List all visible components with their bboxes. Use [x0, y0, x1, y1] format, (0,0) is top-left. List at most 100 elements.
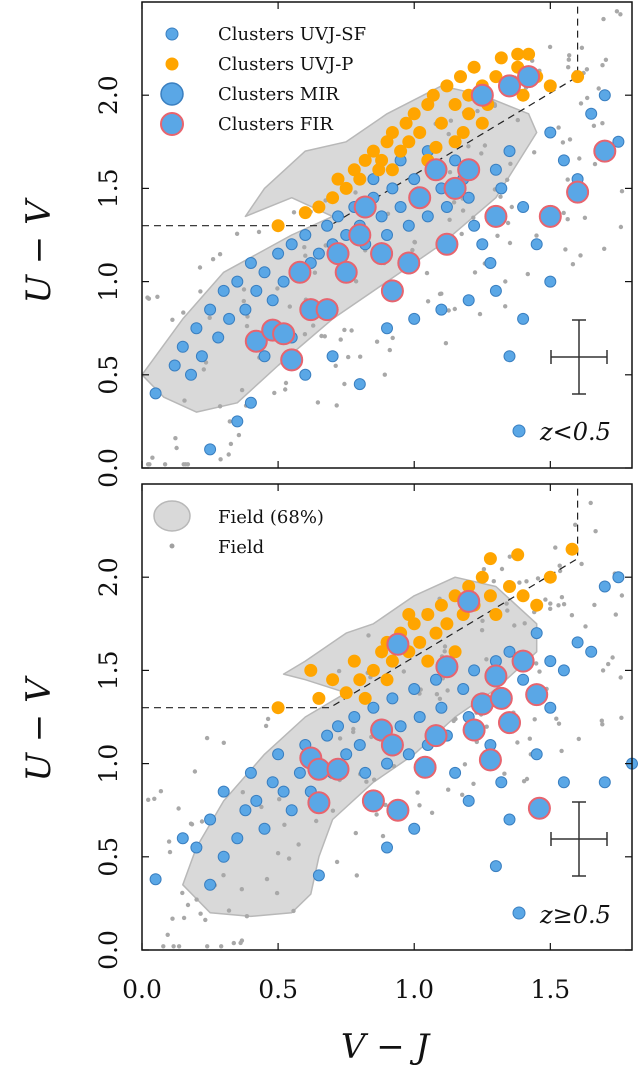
field-point: [382, 372, 387, 377]
field-point: [565, 217, 570, 222]
field-point: [366, 633, 371, 638]
field-point: [471, 781, 476, 786]
point-fir: [527, 796, 551, 820]
point-uvj-p: [339, 686, 353, 700]
field-point: [495, 233, 500, 238]
field-point: [480, 618, 485, 623]
field-point: [582, 215, 588, 220]
point-uvj-sf: [462, 794, 475, 807]
y-tick-label: 0.0: [94, 930, 123, 970]
field-point: [162, 462, 168, 467]
field-point: [231, 940, 236, 946]
point-fir: [498, 711, 521, 735]
field-point: [448, 118, 454, 123]
point-uvj-sf: [258, 350, 271, 363]
point-fir: [307, 791, 331, 815]
point-uvj-sf: [185, 368, 197, 381]
point-uvj-p: [271, 219, 285, 233]
field-point: [283, 380, 289, 386]
field-point: [439, 291, 444, 296]
field-point: [618, 675, 623, 680]
field-point: [561, 602, 567, 607]
point-fir: [511, 649, 535, 673]
point-fir: [484, 204, 508, 228]
field-point: [460, 792, 465, 797]
field-point: [600, 121, 605, 126]
point-fir: [443, 176, 467, 200]
field-point: [174, 445, 179, 451]
point-uvj-sf: [394, 720, 407, 733]
field-point: [210, 257, 216, 262]
field-point: [556, 721, 562, 726]
point-uvj-p: [366, 144, 380, 158]
point-fir: [280, 348, 304, 372]
point-uvj-sf: [299, 368, 312, 381]
field-point: [391, 764, 397, 769]
y-axis-title-top: U − V: [19, 197, 59, 304]
legend-label-uvj-sf: Clusters UVJ-SF: [218, 24, 366, 45]
field-point: [170, 916, 175, 921]
field-point: [559, 595, 565, 600]
field-point: [610, 655, 615, 660]
field-point: [228, 441, 234, 447]
field-point: [219, 944, 224, 949]
field-point: [415, 790, 420, 795]
point-uvj-sf: [326, 350, 339, 363]
point-uvj-p: [522, 47, 536, 61]
point-uvj-sf: [293, 766, 306, 779]
field-point: [198, 911, 203, 916]
redshift-annotation-top: z<0.5: [512, 418, 611, 446]
point-uvj-sf: [239, 303, 252, 316]
field-point: [569, 613, 575, 618]
field-point: [374, 812, 379, 817]
point-uvj-sf: [476, 238, 489, 251]
field-point: [559, 748, 564, 754]
point-uvj-p: [331, 172, 345, 186]
plot-frame: [141, 483, 633, 951]
point-uvj-sf: [231, 275, 244, 288]
point-uvj-sf: [176, 832, 189, 845]
annotation-marker-bottom: [512, 906, 526, 920]
point-uvj-p: [385, 126, 399, 139]
field-point: [554, 716, 559, 721]
field-point: [578, 101, 584, 106]
field-point: [498, 194, 503, 199]
point-uvj-sf: [272, 247, 285, 260]
field-point: [259, 804, 264, 810]
field-point: [226, 452, 231, 457]
point-uvj-sf: [430, 673, 442, 686]
field-point: [263, 723, 269, 729]
legend-top: Clusters UVJ-SF Clusters UVJ-P Clusters …: [160, 24, 366, 136]
field-point: [410, 247, 415, 253]
point-fir: [413, 755, 437, 779]
point-uvj-p: [312, 200, 326, 214]
point-fir: [272, 322, 296, 346]
field-point: [353, 279, 359, 284]
point-fir: [435, 655, 459, 679]
point-uvj-p: [571, 70, 585, 84]
field-point: [353, 830, 358, 836]
point-uvj-sf: [190, 841, 203, 854]
field-point: [482, 143, 488, 148]
field-point: [524, 579, 529, 584]
y-tick-label: 1.0: [94, 262, 123, 302]
point-uvj-sf: [239, 804, 252, 817]
field-point: [226, 908, 232, 913]
field-point: [282, 822, 287, 827]
point-fir: [380, 733, 404, 757]
x-axis-title: V − J: [341, 1027, 432, 1067]
field-point: [185, 462, 191, 467]
point-uvj-p: [489, 608, 503, 621]
redshift-annotation-bottom: z≥0.5: [512, 901, 611, 929]
error-bar-top: [550, 319, 608, 395]
point-uvj-sf: [381, 322, 393, 335]
field-point: [182, 398, 187, 403]
field-point: [535, 576, 541, 581]
field-point: [364, 779, 369, 784]
field-point: [477, 311, 483, 317]
field-point: [619, 189, 625, 194]
point-uvj-p: [440, 617, 454, 631]
point-uvj-sf: [612, 135, 625, 148]
point-uvj-sf: [149, 387, 162, 400]
point-uvj-sf: [168, 359, 181, 372]
